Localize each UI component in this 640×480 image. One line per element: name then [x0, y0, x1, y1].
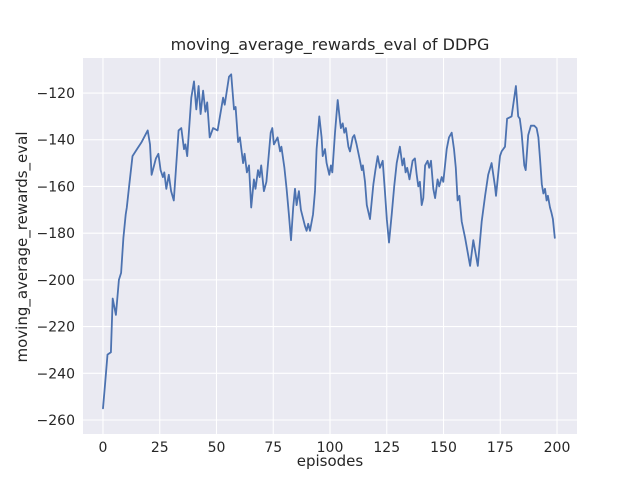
x-tick-label: 100: [317, 440, 344, 456]
y-tick-label: −240: [37, 366, 75, 382]
y-tick-label: −120: [37, 86, 75, 102]
x-tick-label: 0: [99, 440, 108, 456]
y-tick-label: −140: [37, 133, 75, 149]
x-tick-label: 50: [208, 440, 226, 456]
x-tick-label: 200: [544, 440, 571, 456]
y-tick-label: −160: [37, 179, 75, 195]
x-axis-label: episodes: [296, 452, 364, 470]
y-axis-label: moving_average_rewards_eval: [13, 131, 31, 363]
y-tick-label: −260: [37, 413, 75, 429]
y-tick-label: −180: [37, 226, 75, 242]
data-line: [102, 73, 556, 410]
chart-title: moving_average_rewards_eval of DDPG: [170, 35, 490, 54]
x-tick-label: 25: [151, 440, 169, 456]
x-tick-label: 75: [264, 440, 282, 456]
x-tick-label: 150: [430, 440, 457, 456]
y-tick-label: −200: [37, 273, 75, 289]
x-tick-label: 125: [373, 440, 400, 456]
y-tick-label: −220: [37, 320, 75, 336]
x-tick-label: 175: [487, 440, 514, 456]
